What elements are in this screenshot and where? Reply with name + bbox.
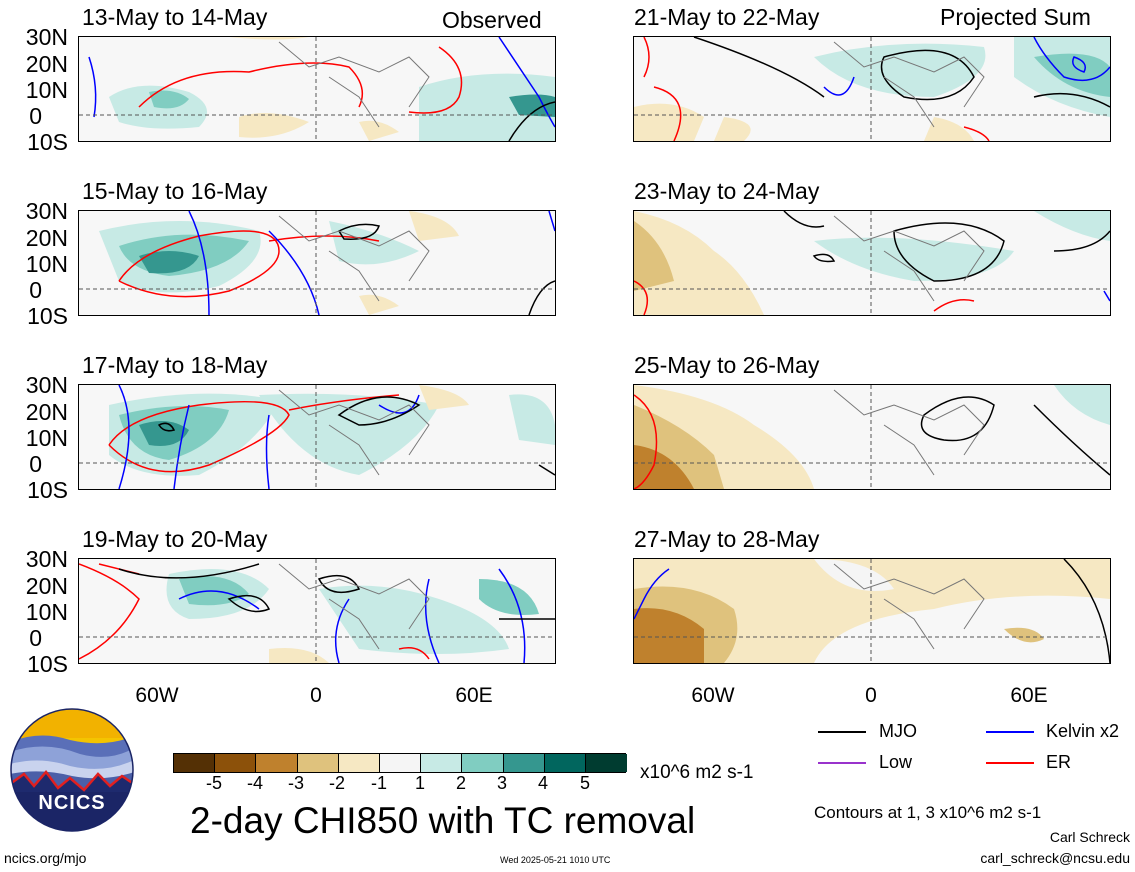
legend-label-kelvin: Kelvin x2 <box>1046 721 1120 741</box>
lon-label: 60E <box>1010 684 1048 707</box>
colorbar-segment <box>297 754 339 772</box>
colorbar-units: x10^6 m2 s-1 <box>640 762 754 783</box>
legend-line-kelvin <box>986 731 1034 733</box>
lat-label: 0 <box>29 103 42 129</box>
observed-label: Observed <box>442 7 542 33</box>
lat-label: 20N <box>25 225 68 251</box>
lat-label: 0 <box>29 277 42 303</box>
map-panel-observed-2 <box>78 210 556 316</box>
colorbar-tick: -1 <box>370 773 387 793</box>
ncics-logo: NCICS <box>10 708 134 832</box>
lat-label: 20N <box>25 399 68 425</box>
lat-label: 10S <box>27 651 68 677</box>
colorbar-tick: -5 <box>205 773 222 793</box>
colorbar-segment <box>174 754 216 772</box>
panel-title-obs-4: 19-May to 20-May <box>82 526 268 552</box>
colorbar-segment <box>256 754 298 772</box>
lat-label: 30N <box>25 546 68 572</box>
projected-label: Projected Sum <box>940 4 1091 30</box>
colorbar-tick: -2 <box>328 773 345 793</box>
logo-text: NCICS <box>38 792 106 814</box>
legend-line-er <box>986 762 1034 764</box>
colorbar-segment <box>380 754 422 772</box>
lat-label: 20N <box>25 51 68 77</box>
panel-title-proj-2: 23-May to 24-May <box>634 178 820 204</box>
colorbar-segment <box>544 754 586 772</box>
lat-label: 0 <box>29 451 42 477</box>
lat-label: 10N <box>25 599 68 625</box>
lat-label: 10N <box>25 251 68 277</box>
legend-line-low <box>818 762 866 764</box>
panel-title-proj-4: 27-May to 28-May <box>634 526 820 552</box>
map-panel-projected-4 <box>633 558 1111 664</box>
colorbar-tick: 2 <box>455 773 466 793</box>
lat-label: 10N <box>25 77 68 103</box>
map-panel-projected-3 <box>633 384 1111 490</box>
panel-title-proj-3: 25-May to 26-May <box>634 352 820 378</box>
lat-label: 10N <box>25 425 68 451</box>
main-title: 2-day CHI850 with TC removal <box>190 800 696 841</box>
colorbar-tick: 3 <box>496 773 507 793</box>
colorbar-segment <box>215 754 257 772</box>
lat-label: 10S <box>27 129 68 155</box>
footer-url: ncics.org/mjo <box>4 850 87 866</box>
footer-timestamp: Wed 2025-05-21 1010 UTC <box>500 855 611 865</box>
panel-title-obs-2: 15-May to 16-May <box>82 178 268 204</box>
panel-title-proj-1: 21-May to 22-May <box>634 4 820 30</box>
lat-label: 10S <box>27 303 68 329</box>
lon-label: 0 <box>865 684 877 707</box>
footer-email: carl_schreck@ncsu.edu <box>980 850 1130 866</box>
colorbar-segment <box>503 754 545 772</box>
lat-label: 20N <box>25 573 68 599</box>
map-panel-observed-4 <box>78 558 556 664</box>
colorbar-tick: -4 <box>246 773 263 793</box>
lat-label: 30N <box>25 24 68 50</box>
lat-label: 30N <box>25 372 68 398</box>
colorbar-tick: 1 <box>414 773 425 793</box>
lon-label: 60W <box>135 684 179 707</box>
legend-label-low: Low <box>879 752 913 772</box>
colorbar-tick: 5 <box>579 773 590 793</box>
colorbar-tick: -3 <box>287 773 304 793</box>
footer-author: Carl Schreck <box>1049 829 1130 845</box>
legend-label-er: ER <box>1046 752 1072 772</box>
lon-label: 60W <box>691 684 735 707</box>
colorbar-segment <box>421 754 463 772</box>
lon-label: 0 <box>310 684 322 707</box>
lat-label: 30N <box>25 198 68 224</box>
lat-label: 10S <box>27 477 68 503</box>
colorbar-segment <box>586 754 627 772</box>
panel-title-obs-1: 13-May to 14-May <box>82 4 268 30</box>
panel-title-obs-3: 17-May to 18-May <box>82 352 268 378</box>
colorbar-segment <box>338 754 380 772</box>
legend-line-mjo <box>818 731 866 733</box>
legend-label-mjo: MJO <box>879 721 917 741</box>
contours-note: Contours at 1, 3 x10^6 m2 s-1 <box>814 803 1042 822</box>
map-panel-projected-1 <box>633 36 1111 142</box>
map-panel-observed-1 <box>78 36 556 142</box>
lon-label: 60E <box>455 684 493 707</box>
colorbar-tick: 4 <box>537 773 548 793</box>
map-panel-observed-3 <box>78 384 556 490</box>
colorbar-segment <box>462 754 504 772</box>
map-panel-projected-2 <box>633 210 1111 316</box>
colorbar <box>173 753 627 773</box>
lat-label: 0 <box>29 625 42 651</box>
